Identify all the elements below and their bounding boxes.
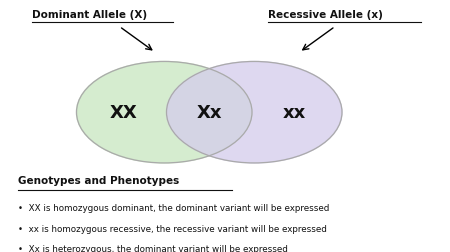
Text: •  XX is homozygous dominant, the dominant variant will be expressed: • XX is homozygous dominant, the dominan…: [18, 204, 329, 213]
Text: xx: xx: [283, 104, 306, 122]
Text: •  Xx is heterozygous, the dominant variant will be expressed: • Xx is heterozygous, the dominant varia…: [18, 244, 288, 252]
Text: •  xx is homozygous recessive, the recessive variant will be expressed: • xx is homozygous recessive, the recess…: [18, 224, 327, 233]
Text: Dominant Allele (X): Dominant Allele (X): [32, 10, 147, 19]
Circle shape: [76, 62, 252, 163]
Circle shape: [166, 62, 342, 163]
Text: XX: XX: [110, 104, 138, 122]
Text: Recessive Allele (x): Recessive Allele (x): [268, 10, 382, 19]
Text: Genotypes and Phenotypes: Genotypes and Phenotypes: [18, 175, 179, 185]
Text: Xx: Xx: [197, 104, 222, 122]
